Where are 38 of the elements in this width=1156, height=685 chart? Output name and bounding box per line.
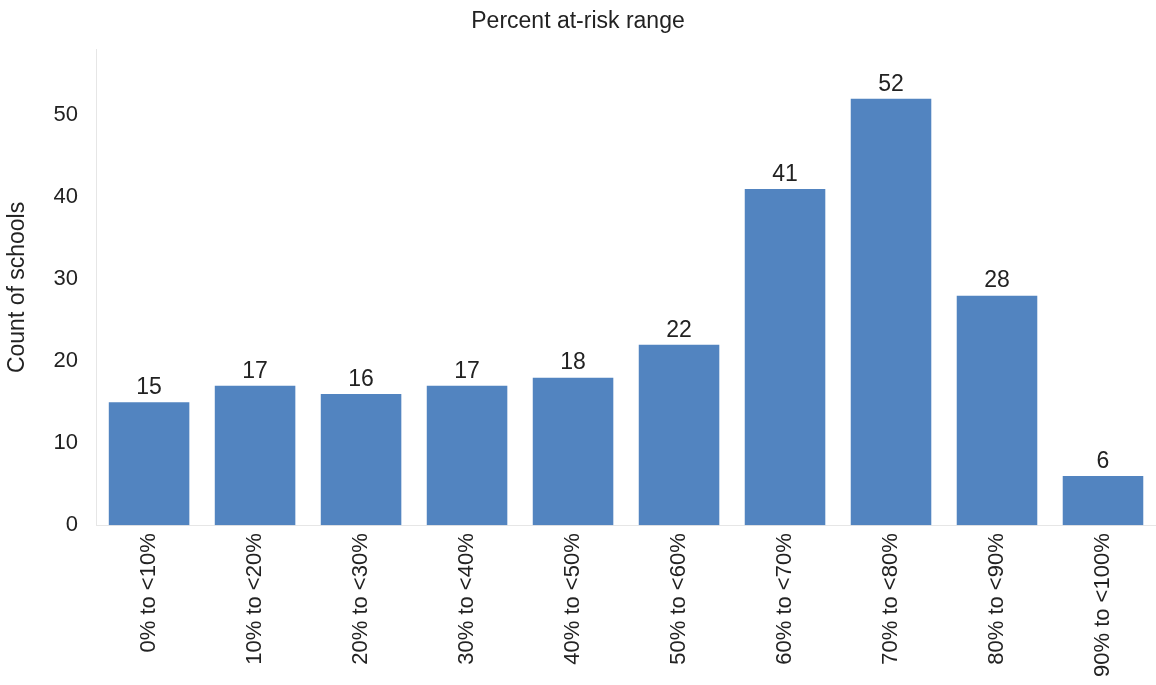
x-tick-label: 10% to <20% xyxy=(241,533,267,665)
bar xyxy=(850,98,932,526)
bar xyxy=(744,189,826,526)
data-label: 41 xyxy=(772,159,798,186)
data-label: 6 xyxy=(1096,446,1110,473)
x-tick-label: 40% to <50% xyxy=(559,533,585,665)
x-tick-label: 50% to <60% xyxy=(665,533,691,665)
data-label: 17 xyxy=(454,356,480,383)
x-tick-label: 80% to <90% xyxy=(983,533,1009,665)
bar xyxy=(956,295,1038,526)
data-label: 17 xyxy=(242,356,268,383)
chart-title: Percent at-risk range xyxy=(471,7,685,34)
data-label: 18 xyxy=(560,348,586,375)
y-axis-title: Count of schools xyxy=(3,201,30,374)
bar xyxy=(426,385,508,526)
y-tick-label: 0 xyxy=(65,511,79,537)
data-label: 15 xyxy=(136,373,162,400)
x-tick-label: 60% to <70% xyxy=(771,533,797,665)
y-tick-label: 20 xyxy=(53,347,79,373)
bar xyxy=(108,402,190,526)
data-label: 22 xyxy=(666,315,692,342)
data-label: 52 xyxy=(878,69,904,96)
x-tick-label: 70% to <80% xyxy=(877,533,903,665)
x-tick-label: 20% to <30% xyxy=(347,533,373,665)
x-tick-label: 30% to <40% xyxy=(453,533,479,665)
data-label: 16 xyxy=(348,364,374,391)
bar xyxy=(532,377,614,526)
bar xyxy=(320,394,402,526)
y-tick-label: 30 xyxy=(53,265,79,291)
data-label: 28 xyxy=(984,266,1010,293)
x-tick-label: 90% to <100% xyxy=(1089,533,1115,678)
bar xyxy=(638,344,720,526)
x-tick-label: 0% to <10% xyxy=(135,533,161,653)
bar xyxy=(214,385,296,526)
y-tick-label: 50 xyxy=(53,101,79,127)
y-tick-label: 40 xyxy=(53,183,79,209)
bar xyxy=(1062,476,1144,526)
y-tick-label: 10 xyxy=(53,429,79,455)
